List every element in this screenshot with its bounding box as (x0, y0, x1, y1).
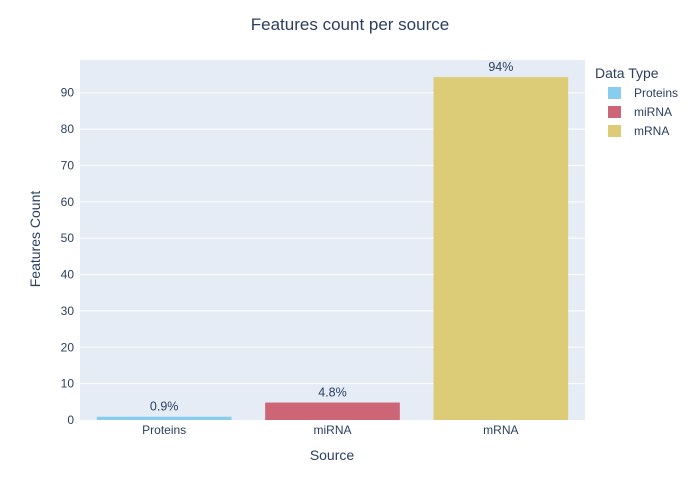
y-tick-label: 20 (61, 340, 75, 354)
bar-label-mirna: 4.8% (318, 386, 347, 400)
legend-swatch (608, 106, 621, 118)
y-tick-label: 10 (61, 377, 75, 391)
bar-mirna[interactable] (265, 402, 400, 420)
y-tick-label: 70 (61, 158, 75, 172)
legend-item-mirna[interactable]: miRNA (608, 105, 672, 119)
bar-labels: 0.9% 4.8% 94% (150, 60, 513, 414)
x-tick-label-mirna: miRNA (314, 423, 352, 437)
bar-proteins[interactable] (96, 416, 232, 420)
y-tick-label: 30 (61, 304, 75, 318)
legend-item-mrna[interactable]: mRNA (608, 124, 669, 138)
bar-mrna[interactable] (433, 77, 569, 420)
legend-label: mRNA (634, 124, 669, 138)
y-tick-label: 90 (61, 86, 75, 100)
y-tick-label: 40 (61, 268, 75, 282)
x-tick-label-mrna: mRNA (483, 423, 518, 437)
x-axis-title: Source (310, 447, 355, 463)
bars (96, 77, 569, 420)
legend-item-proteins[interactable]: Proteins (608, 86, 678, 100)
y-tick-label: 50 (61, 231, 75, 245)
legend-label: Proteins (634, 86, 678, 100)
legend-title: Data Type (595, 65, 659, 81)
y-axis-ticks: 0 10 20 30 40 50 60 70 80 90 (61, 86, 75, 427)
legend-label: miRNA (634, 105, 672, 119)
legend-swatch (608, 125, 621, 137)
bar-label-mrna: 94% (488, 60, 513, 74)
y-axis-title: Features Count (27, 191, 43, 288)
bar-label-proteins: 0.9% (150, 400, 179, 414)
x-axis-ticks: Proteins miRNA mRNA (142, 423, 518, 437)
legend-swatch (608, 87, 621, 99)
y-tick-label: 0 (67, 413, 74, 427)
x-tick-label-proteins: Proteins (142, 423, 186, 437)
chart-title: Features count per source (251, 15, 449, 34)
y-tick-label: 60 (61, 195, 75, 209)
y-tick-label: 80 (61, 122, 75, 136)
legend: Data Type Proteins miRNA mRNA (595, 65, 678, 138)
